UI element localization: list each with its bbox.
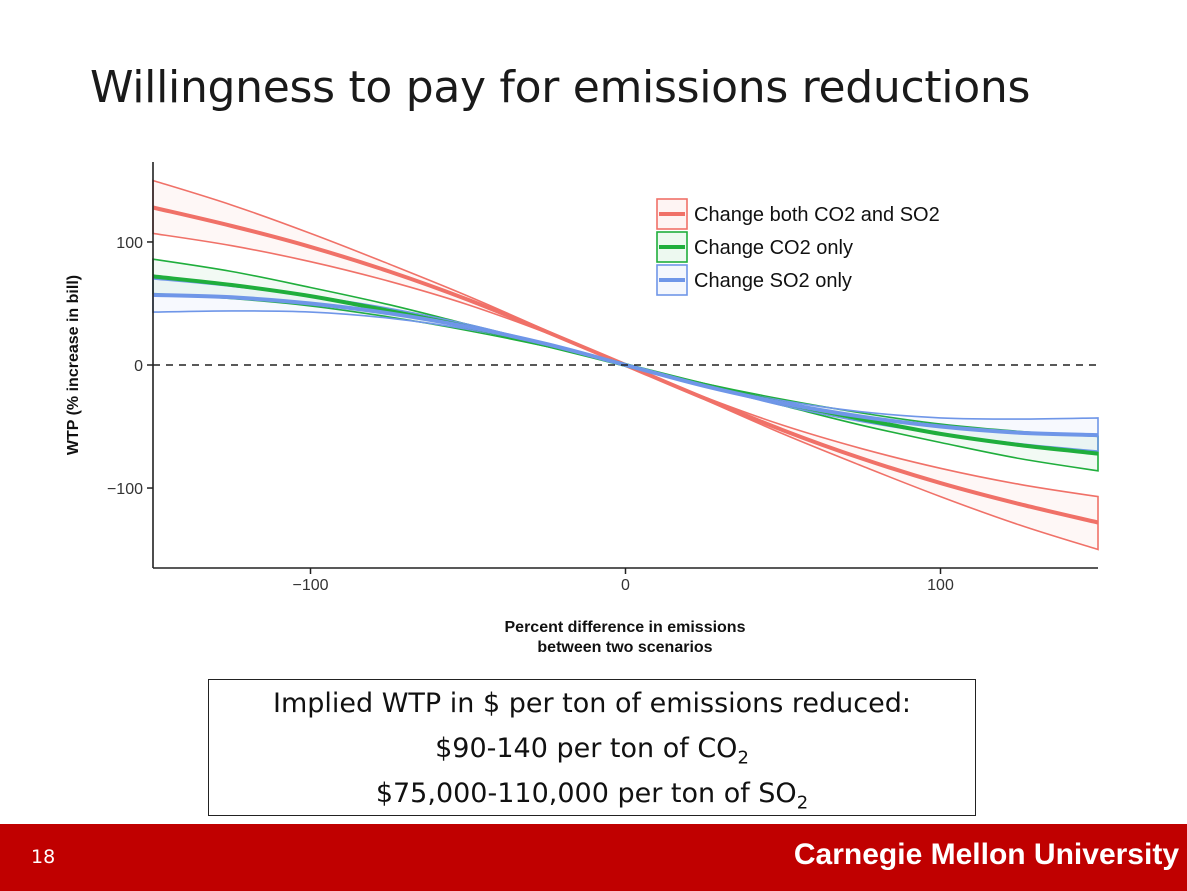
legend-label: Change both CO2 and SO2 bbox=[694, 204, 940, 226]
wtp-so2-text: $75,000-110,000 per ton of SO bbox=[375, 778, 797, 809]
wtp-co2-text: $90-140 per ton of CO bbox=[435, 733, 738, 764]
y-tick-label: 0 bbox=[134, 358, 143, 375]
wtp-line-1: Implied WTP in $ per ton of emissions re… bbox=[273, 688, 911, 719]
wtp-line-3: $75,000-110,000 per ton of SO2 bbox=[209, 771, 975, 816]
university-name: Carnegie Mellon University bbox=[793, 838, 1179, 871]
x-axis-title-line1: Percent difference in emissions bbox=[505, 619, 746, 636]
legend-label: Change CO2 only bbox=[694, 237, 853, 259]
wtp-line-2: $90-140 per ton of CO2 bbox=[209, 726, 975, 771]
wtp-so2-subscript: 2 bbox=[796, 792, 809, 814]
y-axis-title: WTP (% increase in bill) bbox=[65, 275, 82, 455]
x-axis-title-line2: between two scenarios bbox=[537, 639, 712, 656]
implied-wtp-box: Implied WTP in $ per ton of emissions re… bbox=[208, 679, 976, 816]
y-tick-label: 100 bbox=[116, 235, 143, 252]
wtp-chart: −100 0 100 −100 0 100 Percent difference in … bbox=[65, 162, 1099, 656]
legend: Change both CO2 and SO2 Change CO2 only Ch… bbox=[656, 198, 940, 296]
slide-title: Willingness to pay for emissions reducti… bbox=[90, 62, 1031, 113]
y-tick-label: −100 bbox=[107, 481, 143, 498]
wtp-co2-subscript: 2 bbox=[737, 747, 749, 769]
legend-label: Change SO2 only bbox=[694, 270, 852, 292]
x-tick-label: 100 bbox=[927, 577, 954, 594]
x-tick-label: −100 bbox=[292, 577, 328, 594]
footer-bar: 18 Carnegie Mellon University bbox=[0, 824, 1187, 891]
x-tick-label: 0 bbox=[621, 577, 630, 594]
x-ticks: −100 0 100 bbox=[292, 568, 954, 594]
slide-number: 18 bbox=[31, 846, 56, 868]
y-ticks: −100 0 100 bbox=[107, 235, 153, 498]
